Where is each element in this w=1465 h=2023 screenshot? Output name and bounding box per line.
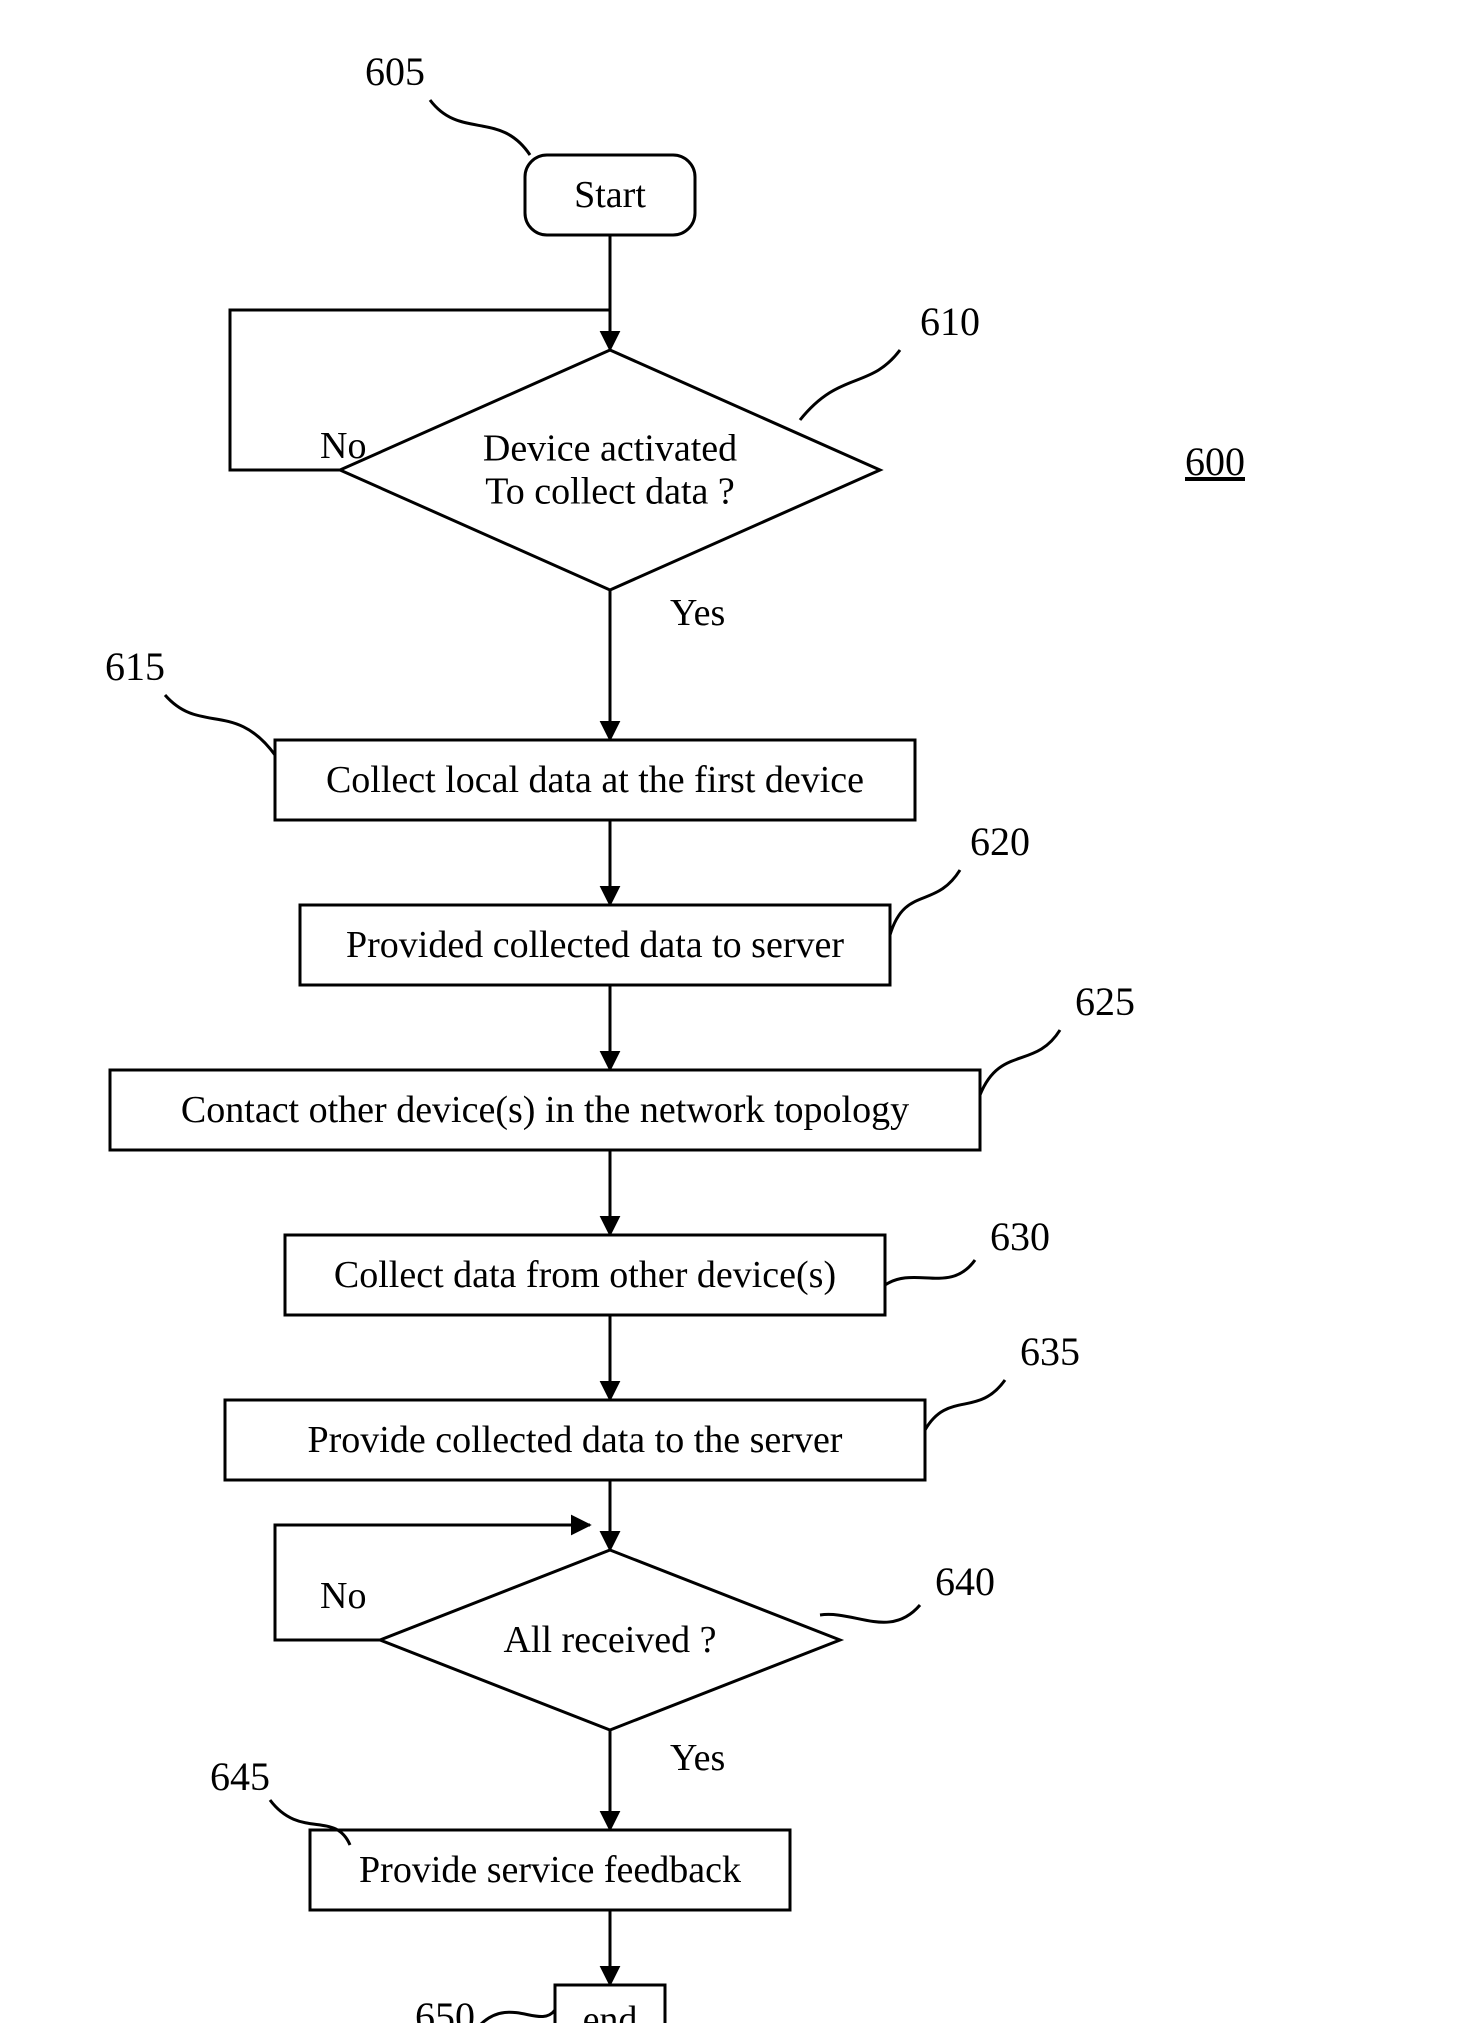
ref-label-630: 630: [990, 1214, 1050, 1259]
node-n610-label-1: To collect data ?: [485, 470, 735, 512]
node-n625-label: Contact other device(s) in the network t…: [181, 1089, 909, 1131]
node-start-label: Start: [574, 174, 646, 216]
node-end-label: end: [583, 1999, 638, 2023]
ref-label-645: 645: [210, 1754, 270, 1799]
decision-label-0: No: [320, 425, 366, 467]
node-n640-label-0: All received ?: [503, 1619, 716, 1661]
ref-label-635: 635: [1020, 1329, 1080, 1374]
node-n630-label: Collect data from other device(s): [334, 1254, 836, 1296]
ref-label-625: 625: [1075, 979, 1135, 1024]
node-n615-label: Collect local data at the first device: [326, 759, 864, 801]
ref-label-640: 640: [935, 1559, 995, 1604]
ref-label-605: 605: [365, 49, 425, 94]
ref-label-620: 620: [970, 819, 1030, 864]
decision-label-3: Yes: [670, 1737, 725, 1779]
decision-label-1: Yes: [670, 592, 725, 634]
ref-label-650: 650: [415, 1994, 475, 2023]
node-n620-label: Provided collected data to server: [346, 924, 844, 966]
node-n610-label-0: Device activated: [483, 428, 737, 470]
figure-number: 600: [1185, 439, 1245, 484]
ref-label-615: 615: [105, 644, 165, 689]
ref-label-610: 610: [920, 299, 980, 344]
node-n635-label: Provide collected data to the server: [308, 1419, 843, 1461]
node-n645-label: Provide service feedback: [359, 1849, 741, 1891]
decision-label-2: No: [320, 1575, 366, 1617]
